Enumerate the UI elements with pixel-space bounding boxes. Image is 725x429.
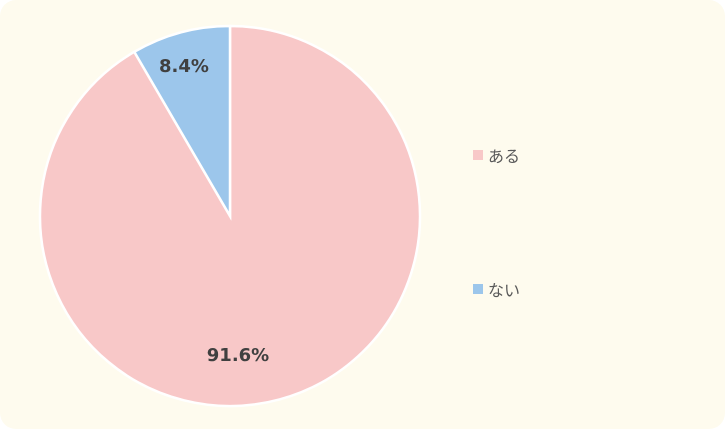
legend-label-nai: ない	[488, 281, 521, 300]
legend-item-aru: ある	[473, 144, 520, 166]
legend-label-aru: ある	[488, 147, 521, 166]
legend-swatch-nai	[473, 284, 483, 294]
legend-swatch-aru	[473, 150, 483, 160]
data-label-nai: 8.4%	[159, 56, 209, 77]
data-label-aru: 91.6%	[207, 345, 269, 366]
legend-item-nai: ない	[473, 278, 520, 300]
pie-slices	[38, 24, 422, 408]
pie-slice-nai	[132, 24, 232, 221]
legend: ある ない	[473, 140, 673, 310]
